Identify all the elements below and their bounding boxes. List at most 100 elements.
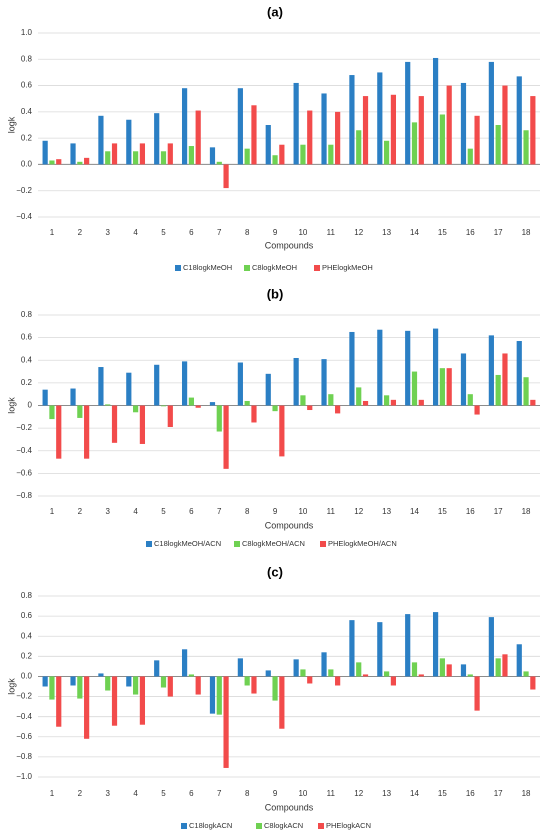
chart-1-bar-PHE-15	[446, 368, 452, 406]
chart-0-xtick-label: 8	[245, 228, 250, 237]
chart-0-legend-swatch-C18	[175, 265, 181, 271]
chart-1-bar-PHE-1	[56, 405, 62, 459]
chart-1-bar-PHE-17	[502, 353, 508, 406]
chart-0-bar-C18-16	[460, 82, 467, 165]
chart-2-xtick-label: 14	[410, 789, 419, 798]
chart-2-bar-C8-1	[49, 676, 55, 700]
chart-0-bar-PHE-9	[279, 144, 285, 165]
chart-0-bar-C8-12	[356, 130, 362, 165]
chart-0-legend-label-PHE: PHElogkMeOH	[322, 263, 373, 272]
chart-1-bar-C8-14	[411, 371, 418, 406]
chart-0-bar-PHE-11	[335, 111, 341, 165]
chart-0-ytick-label: 0.4	[21, 107, 33, 116]
chart-2-bar-C8-3	[105, 676, 111, 691]
chart-2-xtick-label: 12	[354, 789, 363, 798]
chart-1-bar-C8-8	[244, 400, 250, 406]
chart-2-bar-C8-17	[495, 658, 501, 677]
chart-0-bar-C8-1	[49, 160, 55, 165]
chart-1-bar-C18-6	[181, 361, 188, 406]
chart-2-bar-PHE-6	[195, 676, 201, 695]
chart-0-bar-C18-1	[42, 140, 48, 165]
chart-1-ytick-label: −0.8	[16, 491, 32, 500]
chart-1-ytick-label: 0	[28, 401, 33, 410]
chart-1-legend-swatch-PHE	[320, 541, 326, 547]
chart-0-bar-C8-7	[216, 161, 222, 165]
chart-2-ytick-label: 0.0	[21, 672, 33, 681]
chart-2-bar-C18-2	[70, 676, 76, 686]
chart-0-bar-C8-6	[188, 146, 194, 165]
chart-2-bar-PHE-14	[418, 674, 424, 677]
chart-2-bar-PHE-15	[446, 664, 452, 677]
chart-0-bar-C8-18	[523, 130, 529, 165]
chart-1-bar-PHE-16	[474, 405, 480, 415]
chart-1-xtick-label: 12	[354, 507, 363, 516]
chart-2-bar-PHE-17	[502, 654, 508, 677]
chart-0-bar-C8-9	[272, 155, 278, 165]
chart-1-bar-C8-4	[133, 405, 139, 413]
chart-1-bar-C18-11	[321, 359, 327, 406]
chart-0-xtick-label: 7	[217, 228, 222, 237]
chart-1-bar-PHE-9	[279, 405, 285, 457]
chart-1-xtick-label: 6	[189, 507, 194, 516]
chart-0-bar-C18-2	[70, 143, 76, 165]
chart-2-xtick-label: 2	[78, 789, 83, 798]
chart-2-bar-C18-13	[377, 622, 383, 677]
chart-0-legend-label-C18: C18logkMeOH	[183, 263, 232, 272]
chart-2-ytick-label: 0.4	[21, 631, 33, 640]
chart-0-xtick-label: 4	[133, 228, 138, 237]
chart-2-xtick-label: 17	[494, 789, 503, 798]
chart-1-bar-PHE-13	[390, 399, 397, 406]
chart-1-legend-label-PHE: PHElogkMeOH/ACN	[328, 539, 397, 548]
chart-0-xtick-label: 13	[382, 228, 391, 237]
chart-2-bar-PHE-4	[139, 676, 146, 725]
chart-0-xtick-label: 5	[161, 228, 166, 237]
chart-2-xtick-label: 3	[105, 789, 110, 798]
chart-0-legend-swatch-C8	[244, 265, 250, 271]
chart-1-bar-C8-16	[467, 394, 473, 406]
chart-2-ytick-label: −0.8	[16, 752, 32, 761]
chart-2-bar-PHE-11	[335, 676, 341, 686]
chart-0-legend-swatch-PHE	[314, 265, 320, 271]
chart-1-bar-C18-5	[154, 364, 160, 406]
chart-1-xtick-label: 10	[298, 507, 307, 516]
chart-0-xtick-label: 18	[522, 228, 531, 237]
chart-0-bar-C8-8	[244, 148, 250, 165]
chart-0-bar-C8-4	[133, 151, 139, 165]
chart-2-bar-C18-16	[460, 664, 467, 677]
chart-1-xtick-label: 2	[78, 507, 83, 516]
chart-1-bar-C18-4	[126, 372, 132, 406]
chart-0-ytick-label: 0.0	[21, 160, 33, 169]
chart-2-bar-PHE-2	[84, 676, 90, 739]
chart-1-legend-label-C8: C8logkMeOH/ACN	[242, 539, 305, 548]
chart-0-bar-PHE-6	[195, 110, 201, 165]
chart-2-bar-C18-7	[209, 676, 216, 714]
chart-1-xtick-label: 7	[217, 507, 222, 516]
chart-1-bar-C8-6	[188, 397, 194, 406]
chart-0-xtick-label: 16	[466, 228, 475, 237]
chart-0-bar-C8-10	[300, 144, 306, 165]
chart-2-xtick-label: 11	[327, 789, 336, 798]
chart-1-bar-C8-18	[523, 377, 529, 406]
chart-1-bar-PHE-18	[530, 399, 536, 406]
chart-2-legend-swatch-C18	[181, 823, 187, 829]
chart-0-bar-PHE-10	[307, 110, 313, 165]
chart-1-bar-C8-1	[49, 405, 55, 420]
chart-2-legend-label-PHE: PHElogkACN	[326, 821, 371, 830]
chart-2-bar-C8-9	[272, 676, 278, 701]
chart-0-ytick-label: 0.8	[21, 54, 33, 63]
chart-1-bar-PHE-12	[362, 400, 369, 406]
chart-1-legend-swatch-C18	[146, 541, 152, 547]
chart-0-bar-C18-11	[321, 93, 327, 165]
chart-0-bar-PHE-18	[530, 96, 536, 165]
chart-2-bar-C8-5	[160, 676, 167, 688]
chart-2-ylabel: logk	[6, 678, 16, 695]
chart-1-bar-PHE-4	[139, 405, 146, 444]
chart-0-bar-C18-4	[126, 119, 132, 165]
chart-1-bar-C18-9	[265, 373, 271, 406]
chart-0-bar-C8-17	[495, 125, 501, 165]
chart-1-xtick-label: 16	[466, 507, 475, 516]
chart-2-bar-C8-13	[384, 671, 390, 677]
chart-1-xtick-label: 8	[245, 507, 250, 516]
chart-1-bar-PHE-5	[167, 405, 173, 427]
chart-2-bar-C8-10	[300, 669, 306, 677]
